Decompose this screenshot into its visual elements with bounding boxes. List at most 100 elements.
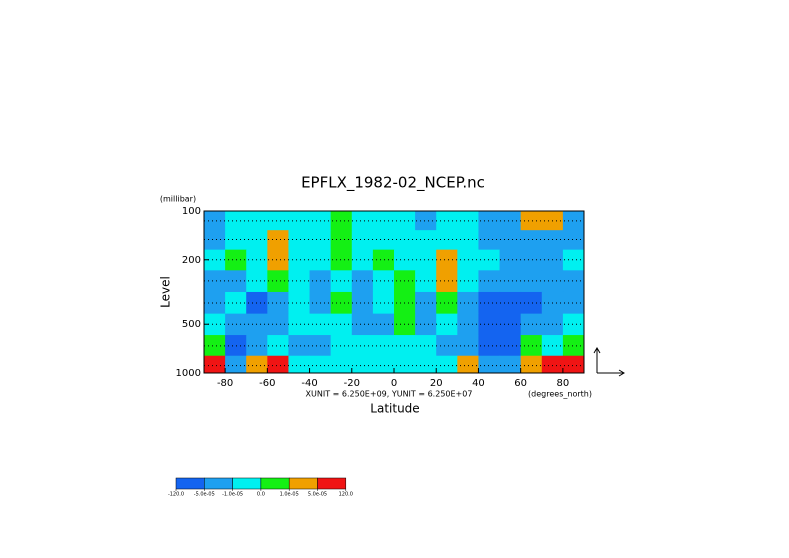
colorbar-label: 0.0	[257, 492, 265, 498]
contour-cell	[415, 313, 437, 336]
contour-cell	[330, 335, 353, 357]
contour-cell	[204, 335, 226, 357]
contour-cell	[225, 355, 247, 374]
contour-cell	[562, 270, 585, 293]
x-tick-label: -60	[259, 378, 275, 389]
x-tick-label: 40	[472, 378, 485, 389]
contour-cell	[436, 335, 458, 357]
colorbar-label: -120.0	[168, 492, 184, 498]
contour-cell	[415, 355, 437, 374]
contour-cell	[499, 249, 522, 271]
contour-cell	[394, 230, 416, 251]
contour-cell	[520, 230, 543, 251]
contour-cell	[225, 270, 247, 293]
colorbar-box	[288, 477, 318, 490]
contour-cell	[520, 355, 543, 374]
contour-cell	[520, 313, 543, 336]
contour-cell	[372, 211, 395, 231]
contour-cell	[330, 249, 353, 271]
contour-cell	[225, 335, 247, 357]
contour-cell	[204, 249, 226, 271]
contour-cell	[372, 335, 395, 357]
contour-cell	[520, 249, 543, 271]
x-tick-label: 0	[391, 378, 397, 389]
vector-key-right	[597, 369, 625, 377]
x-tick-label: -20	[344, 378, 360, 389]
colorbar-label: 5.0e-05	[308, 492, 327, 498]
x-tick-label: -40	[301, 378, 317, 389]
colorbar-box	[317, 477, 347, 490]
contour-cell	[562, 313, 585, 336]
chart-title: EPFLX_1982-02_NCEP.nc	[301, 174, 485, 193]
contour-cell	[351, 249, 374, 271]
contour-cell	[204, 355, 226, 374]
y-axis-label: Level	[159, 276, 173, 308]
contour-cell	[499, 291, 522, 315]
contour-cell	[415, 270, 437, 293]
contour-cell	[457, 270, 479, 293]
contour-cell	[499, 211, 522, 231]
contour-cell	[288, 355, 311, 374]
contour-cell	[288, 335, 311, 357]
contour-cell	[415, 335, 437, 357]
contour-cell	[394, 270, 416, 293]
contour-cell	[436, 270, 458, 293]
contour-cell	[309, 230, 332, 251]
contour-cell	[478, 335, 501, 357]
contour-cell	[372, 230, 395, 251]
contour-cell	[267, 335, 289, 357]
contour-cell	[246, 249, 268, 271]
contour-cell	[351, 211, 374, 231]
contour-cell	[415, 230, 437, 251]
contour-cell	[330, 230, 353, 251]
x-tick-label: -80	[217, 378, 233, 389]
contour-cell	[415, 291, 437, 315]
x-unit-label: (degrees_north)	[528, 390, 592, 399]
y-unit-label: (millibar)	[160, 195, 196, 204]
contour-cell	[204, 270, 226, 293]
contour-cell	[267, 249, 289, 271]
contour-cell	[246, 230, 268, 251]
contour-cell	[562, 249, 585, 271]
contour-cell	[562, 335, 585, 357]
y-tick-label: 500	[182, 319, 201, 330]
contour-cell	[436, 355, 458, 374]
contour-cell	[204, 313, 226, 336]
contour-cell	[372, 291, 395, 315]
contour-cell	[436, 313, 458, 336]
contour-cell	[330, 355, 353, 374]
contour-cell	[309, 270, 332, 293]
contour-cell	[372, 270, 395, 293]
contour-cell	[288, 313, 311, 336]
contour-cell	[288, 291, 311, 315]
contour-cell	[309, 355, 332, 374]
contour-cell	[372, 249, 395, 271]
contour-cell	[351, 355, 374, 374]
colorbar-label: -1.0e-05	[222, 492, 243, 498]
contour-cell	[436, 291, 458, 315]
contour-cell	[330, 291, 353, 315]
y-tick-label: 1000	[176, 368, 201, 379]
contour-cell	[351, 230, 374, 251]
contour-cell	[204, 230, 226, 251]
contour-cell	[541, 355, 564, 374]
contour-cell	[267, 291, 289, 315]
contour-cell	[288, 270, 311, 293]
field	[204, 211, 585, 374]
contour-cell	[372, 355, 395, 374]
contour-cell	[478, 313, 501, 336]
contour-cell	[499, 230, 522, 251]
contour-cell	[351, 291, 374, 315]
x-tick-label: 60	[514, 378, 527, 389]
contour-cell	[267, 355, 289, 374]
colorbar-label: -5.0e-05	[194, 492, 215, 498]
contour-cell	[499, 335, 522, 357]
vector-key	[593, 347, 625, 377]
contour-cell	[225, 211, 247, 231]
contour-cell	[562, 355, 585, 374]
contour-cell	[330, 211, 353, 231]
contour-cell	[520, 270, 543, 293]
contour-cell	[225, 313, 247, 336]
contour-cell	[267, 211, 289, 231]
